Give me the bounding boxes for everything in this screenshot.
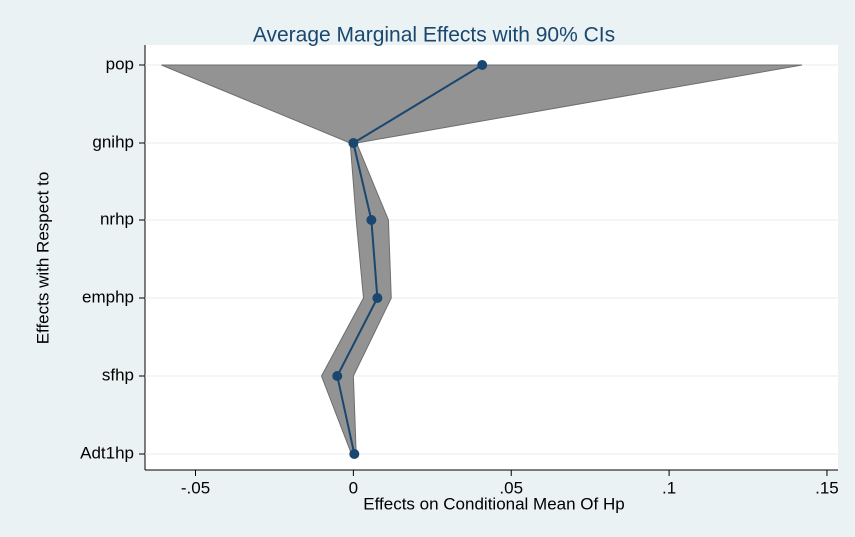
- y-tick-label: nrhp: [100, 209, 134, 228]
- x-tick-label: .1: [662, 478, 676, 497]
- point: [366, 215, 377, 225]
- chart-title: Average Marginal Effects with 90% CIs: [253, 24, 615, 47]
- y-tick-label: Adt1hp: [80, 443, 134, 462]
- x-tick-label: .05: [499, 478, 523, 497]
- series-line: [336, 64, 483, 455]
- point: [348, 138, 359, 148]
- x-tick-label: 0: [349, 478, 358, 497]
- y-tick-label: gnihp: [92, 132, 134, 151]
- y-tick-label: emphp: [82, 287, 134, 306]
- y-tick-label: sfhp: [102, 365, 134, 384]
- point: [477, 60, 488, 70]
- x-tick-label: .15: [815, 478, 839, 497]
- x-axis-label: Effects on Conditional Mean Of Hp: [363, 494, 624, 513]
- y-axis-label: Effects with Respect to: [33, 172, 52, 345]
- point: [332, 371, 343, 381]
- point: [372, 293, 383, 303]
- x-tick-label: -.05: [181, 478, 210, 497]
- point: [349, 449, 360, 459]
- y-tick-label: pop: [106, 54, 134, 73]
